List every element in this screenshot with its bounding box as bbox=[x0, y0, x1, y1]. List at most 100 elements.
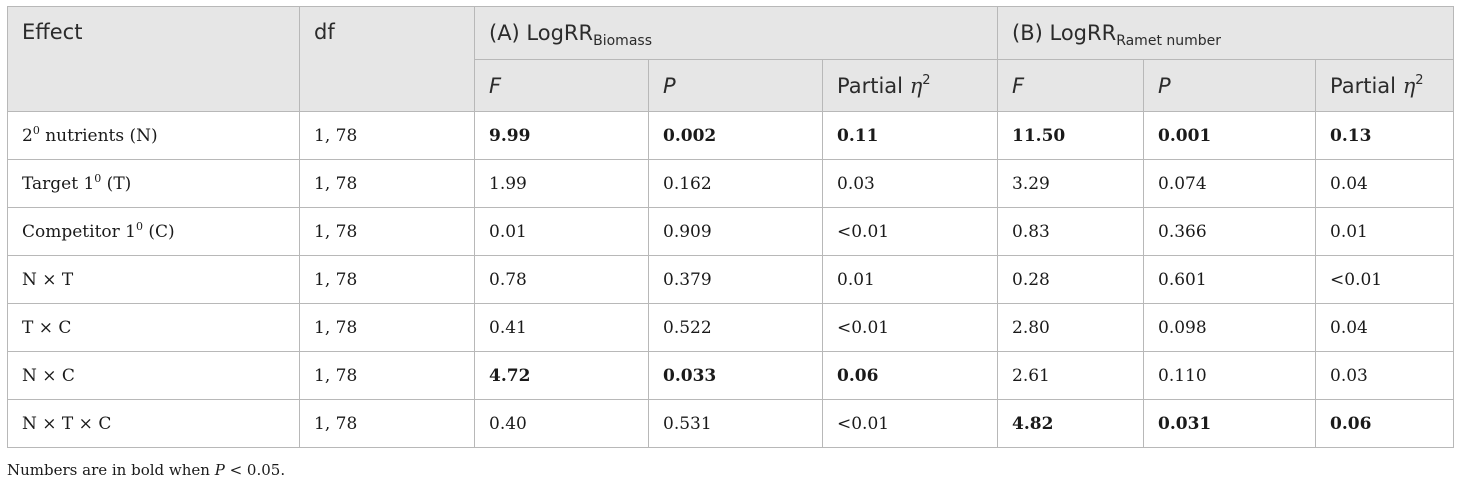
row-df: 1, 78 bbox=[299, 399, 475, 448]
row-b-f: 3.29 bbox=[997, 159, 1145, 208]
row-b-p: 0.098 bbox=[1143, 303, 1317, 352]
row-effect-suffix: nutrients (N) bbox=[39, 125, 158, 146]
header-group-ramet-prefix: (B) LogRR bbox=[1012, 21, 1117, 45]
header-group-biomass: (A) LogRRBiomass bbox=[473, 6, 999, 60]
row-effect: 20 nutrients (N) bbox=[7, 111, 300, 160]
row-effect-sup: 0 bbox=[136, 219, 143, 233]
table-body: 20 nutrients (N) 1, 78 9.99 0.002 0.11 1… bbox=[7, 111, 1455, 448]
header-group-biomass-prefix: (A) LogRR bbox=[489, 21, 594, 45]
row-a-eta: <0.01 bbox=[821, 207, 999, 256]
row-effect-text: Target 1 bbox=[22, 173, 95, 194]
row-b-p: 0.074 bbox=[1143, 159, 1317, 208]
row-a-eta: <0.01 bbox=[821, 303, 999, 352]
table-row: 20 nutrients (N) 1, 78 9.99 0.002 0.11 1… bbox=[7, 111, 1455, 160]
row-df: 1, 78 bbox=[299, 111, 475, 160]
row-b-eta: 0.13 bbox=[1315, 111, 1455, 160]
table-row: Target 10 (T) 1, 78 1.99 0.162 0.03 3.29… bbox=[7, 159, 1455, 208]
header-a-eta-text: Partial bbox=[837, 73, 903, 98]
row-a-p: 0.522 bbox=[648, 303, 823, 352]
row-a-p: 0.162 bbox=[648, 159, 823, 208]
header-a-eta-symbol: η bbox=[909, 73, 923, 98]
row-a-f: 0.01 bbox=[474, 207, 649, 256]
row-a-f: 4.72 bbox=[474, 351, 649, 400]
row-effect: N × T bbox=[7, 255, 300, 304]
table-footnote: Numbers are in bold when P < 0.05. bbox=[7, 461, 285, 479]
row-b-eta: 0.04 bbox=[1315, 159, 1455, 208]
row-b-eta: 0.01 bbox=[1315, 207, 1455, 256]
row-effect-sup: 0 bbox=[94, 171, 102, 185]
row-b-p: 0.031 bbox=[1143, 399, 1317, 448]
row-a-f: 0.41 bbox=[474, 303, 649, 352]
header-b-eta-exp: 2 bbox=[1415, 72, 1424, 88]
row-a-eta: <0.01 bbox=[821, 399, 999, 448]
header-a-eta: Partial η2 bbox=[821, 59, 999, 112]
row-b-f: 2.61 bbox=[997, 351, 1145, 400]
row-a-p: 0.379 bbox=[648, 255, 823, 304]
row-effect: Target 10 (T) bbox=[7, 159, 300, 208]
header-group-ramet-sub: Ramet number bbox=[1116, 33, 1222, 49]
header-df: df bbox=[299, 6, 475, 112]
row-a-f: 0.78 bbox=[474, 255, 649, 304]
table-row: Competitor 10 (C) 1, 78 0.01 0.909 <0.01… bbox=[7, 207, 1455, 256]
anova-table-container: Effect df (A) LogRRBiomass (B) LogRRRame… bbox=[7, 6, 1455, 448]
row-df: 1, 78 bbox=[299, 159, 475, 208]
header-a-p: P bbox=[648, 59, 823, 112]
row-b-eta: 0.04 bbox=[1315, 303, 1455, 352]
row-a-f: 9.99 bbox=[474, 111, 649, 160]
footnote-text: Numbers are in bold when bbox=[7, 461, 215, 479]
row-a-p: 0.531 bbox=[648, 399, 823, 448]
row-b-f: 11.50 bbox=[997, 111, 1145, 160]
row-a-eta: 0.03 bbox=[821, 159, 999, 208]
table-row: N × T 1, 78 0.78 0.379 0.01 0.28 0.601 <… bbox=[7, 255, 1455, 304]
row-a-eta: 0.01 bbox=[821, 255, 999, 304]
row-b-p: 0.601 bbox=[1143, 255, 1317, 304]
table-row: N × C 1, 78 4.72 0.033 0.06 2.61 0.110 0… bbox=[7, 351, 1455, 400]
row-a-p: 0.002 bbox=[648, 111, 823, 160]
row-effect: Competitor 10 (C) bbox=[7, 207, 300, 256]
footnote-threshold: < 0.05. bbox=[224, 461, 286, 479]
row-b-f: 0.28 bbox=[997, 255, 1145, 304]
header-group-ramet: (B) LogRRRamet number bbox=[997, 6, 1455, 60]
row-df: 1, 78 bbox=[299, 207, 475, 256]
header-b-eta-symbol: η bbox=[1402, 73, 1416, 98]
row-df: 1, 78 bbox=[299, 351, 475, 400]
header-b-p: P bbox=[1143, 59, 1317, 112]
header-a-eta-exp: 2 bbox=[922, 72, 931, 88]
row-b-eta: 0.06 bbox=[1315, 399, 1455, 448]
row-b-f: 2.80 bbox=[997, 303, 1145, 352]
anova-table: Effect df (A) LogRRBiomass (B) LogRRRame… bbox=[7, 6, 1455, 448]
row-effect-text: 2 bbox=[22, 125, 33, 146]
row-b-p: 0.001 bbox=[1143, 111, 1317, 160]
header-group-biomass-sub: Biomass bbox=[593, 33, 652, 49]
row-df: 1, 78 bbox=[299, 255, 475, 304]
row-b-p: 0.110 bbox=[1143, 351, 1317, 400]
row-effect-suffix: (C) bbox=[143, 221, 175, 242]
header-b-eta-text: Partial bbox=[1330, 73, 1397, 98]
row-b-eta: 0.03 bbox=[1315, 351, 1455, 400]
row-effect-sup: 0 bbox=[32, 123, 40, 137]
row-a-eta: 0.11 bbox=[821, 111, 999, 160]
row-df: 1, 78 bbox=[299, 303, 475, 352]
table-header: Effect df (A) LogRRBiomass (B) LogRRRame… bbox=[7, 6, 1455, 112]
header-b-f: F bbox=[997, 59, 1145, 112]
row-b-p: 0.366 bbox=[1143, 207, 1317, 256]
row-effect-suffix: (T) bbox=[101, 173, 132, 194]
row-a-eta: 0.06 bbox=[821, 351, 999, 400]
row-a-f: 1.99 bbox=[474, 159, 649, 208]
row-b-f: 0.83 bbox=[997, 207, 1145, 256]
table-row: T × C 1, 78 0.41 0.522 <0.01 2.80 0.098 … bbox=[7, 303, 1455, 352]
header-effect: Effect bbox=[7, 6, 300, 112]
row-effect: N × C bbox=[7, 351, 300, 400]
row-a-p: 0.909 bbox=[648, 207, 823, 256]
header-b-eta: Partial η2 bbox=[1315, 59, 1455, 112]
header-a-f: F bbox=[474, 59, 649, 112]
row-effect-text: Competitor 1 bbox=[22, 221, 136, 242]
footnote-variable: P bbox=[214, 461, 225, 479]
row-a-p: 0.033 bbox=[648, 351, 823, 400]
row-effect: T × C bbox=[7, 303, 300, 352]
table-row: N × T × C 1, 78 0.40 0.531 <0.01 4.82 0.… bbox=[7, 399, 1455, 448]
row-effect: N × T × C bbox=[7, 399, 300, 448]
row-a-f: 0.40 bbox=[474, 399, 649, 448]
row-b-eta: <0.01 bbox=[1315, 255, 1455, 304]
row-b-f: 4.82 bbox=[997, 399, 1145, 448]
